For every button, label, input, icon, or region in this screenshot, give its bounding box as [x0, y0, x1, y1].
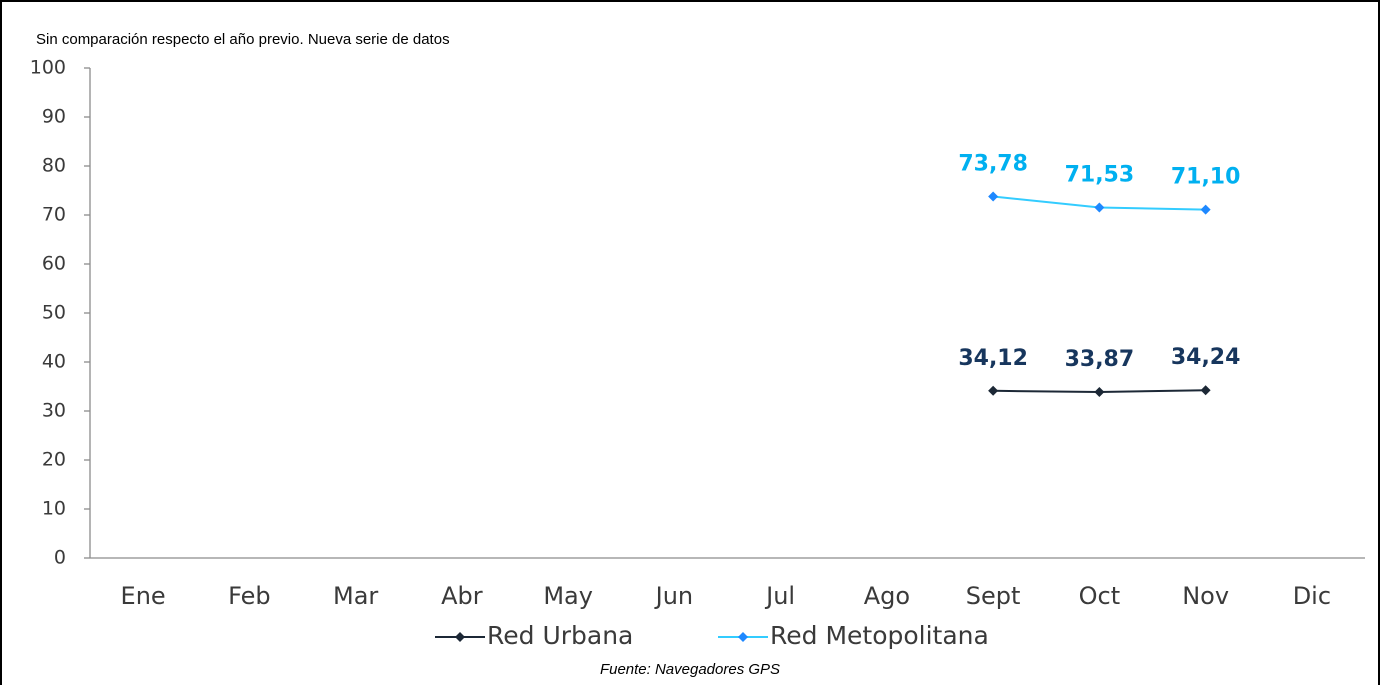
y-tick-label: 80	[42, 155, 66, 177]
y-tick-label: 70	[42, 204, 66, 226]
marker	[1094, 387, 1105, 398]
x-tick-label: Nov	[1182, 582, 1229, 610]
legend-label: Red Urbana	[487, 621, 633, 650]
data-label: 73,78	[958, 151, 1028, 176]
marker	[1200, 385, 1211, 396]
y-tick-label: 40	[42, 351, 66, 373]
y-tick-label: 50	[42, 302, 66, 324]
source: Fuente: Navegadores GPS	[600, 661, 780, 678]
x-tick-label: Mar	[333, 582, 378, 610]
x-tick-label: Sept	[966, 582, 1021, 610]
annotation: Sin comparación respecto el año previo. …	[36, 31, 450, 48]
x-tick-label: Oct	[1079, 582, 1121, 610]
y-tick-label: 30	[42, 400, 66, 422]
x-tick-label: May	[543, 582, 593, 610]
x-tick-label: Jun	[654, 582, 694, 610]
y-tick-label: 0	[54, 547, 66, 569]
marker	[988, 385, 999, 396]
legend-label: Red Metopolitana	[770, 621, 989, 650]
x-tick-label: Ago	[864, 582, 910, 610]
y-tick-label: 20	[42, 449, 66, 471]
marker	[1094, 202, 1105, 213]
y-tick-label: 100	[30, 57, 66, 79]
data-label: 71,10	[1171, 165, 1241, 190]
legend-marker	[738, 632, 748, 642]
y-tick-label: 10	[42, 498, 66, 520]
marker	[1200, 204, 1211, 215]
x-tick-label: Dic	[1293, 582, 1331, 610]
y-tick-label: 60	[42, 253, 66, 275]
data-label: 71,53	[1065, 163, 1135, 188]
x-tick-label: Ene	[121, 582, 166, 610]
data-label: 34,24	[1171, 345, 1241, 370]
x-tick-label: Feb	[228, 582, 271, 610]
legend-marker	[455, 632, 465, 642]
x-tick-label: Abr	[441, 582, 483, 610]
x-tick-label: Jul	[764, 582, 795, 610]
data-label: 33,87	[1065, 347, 1135, 372]
y-tick-label: 90	[42, 106, 66, 128]
marker	[988, 191, 999, 202]
data-label: 34,12	[958, 346, 1028, 371]
